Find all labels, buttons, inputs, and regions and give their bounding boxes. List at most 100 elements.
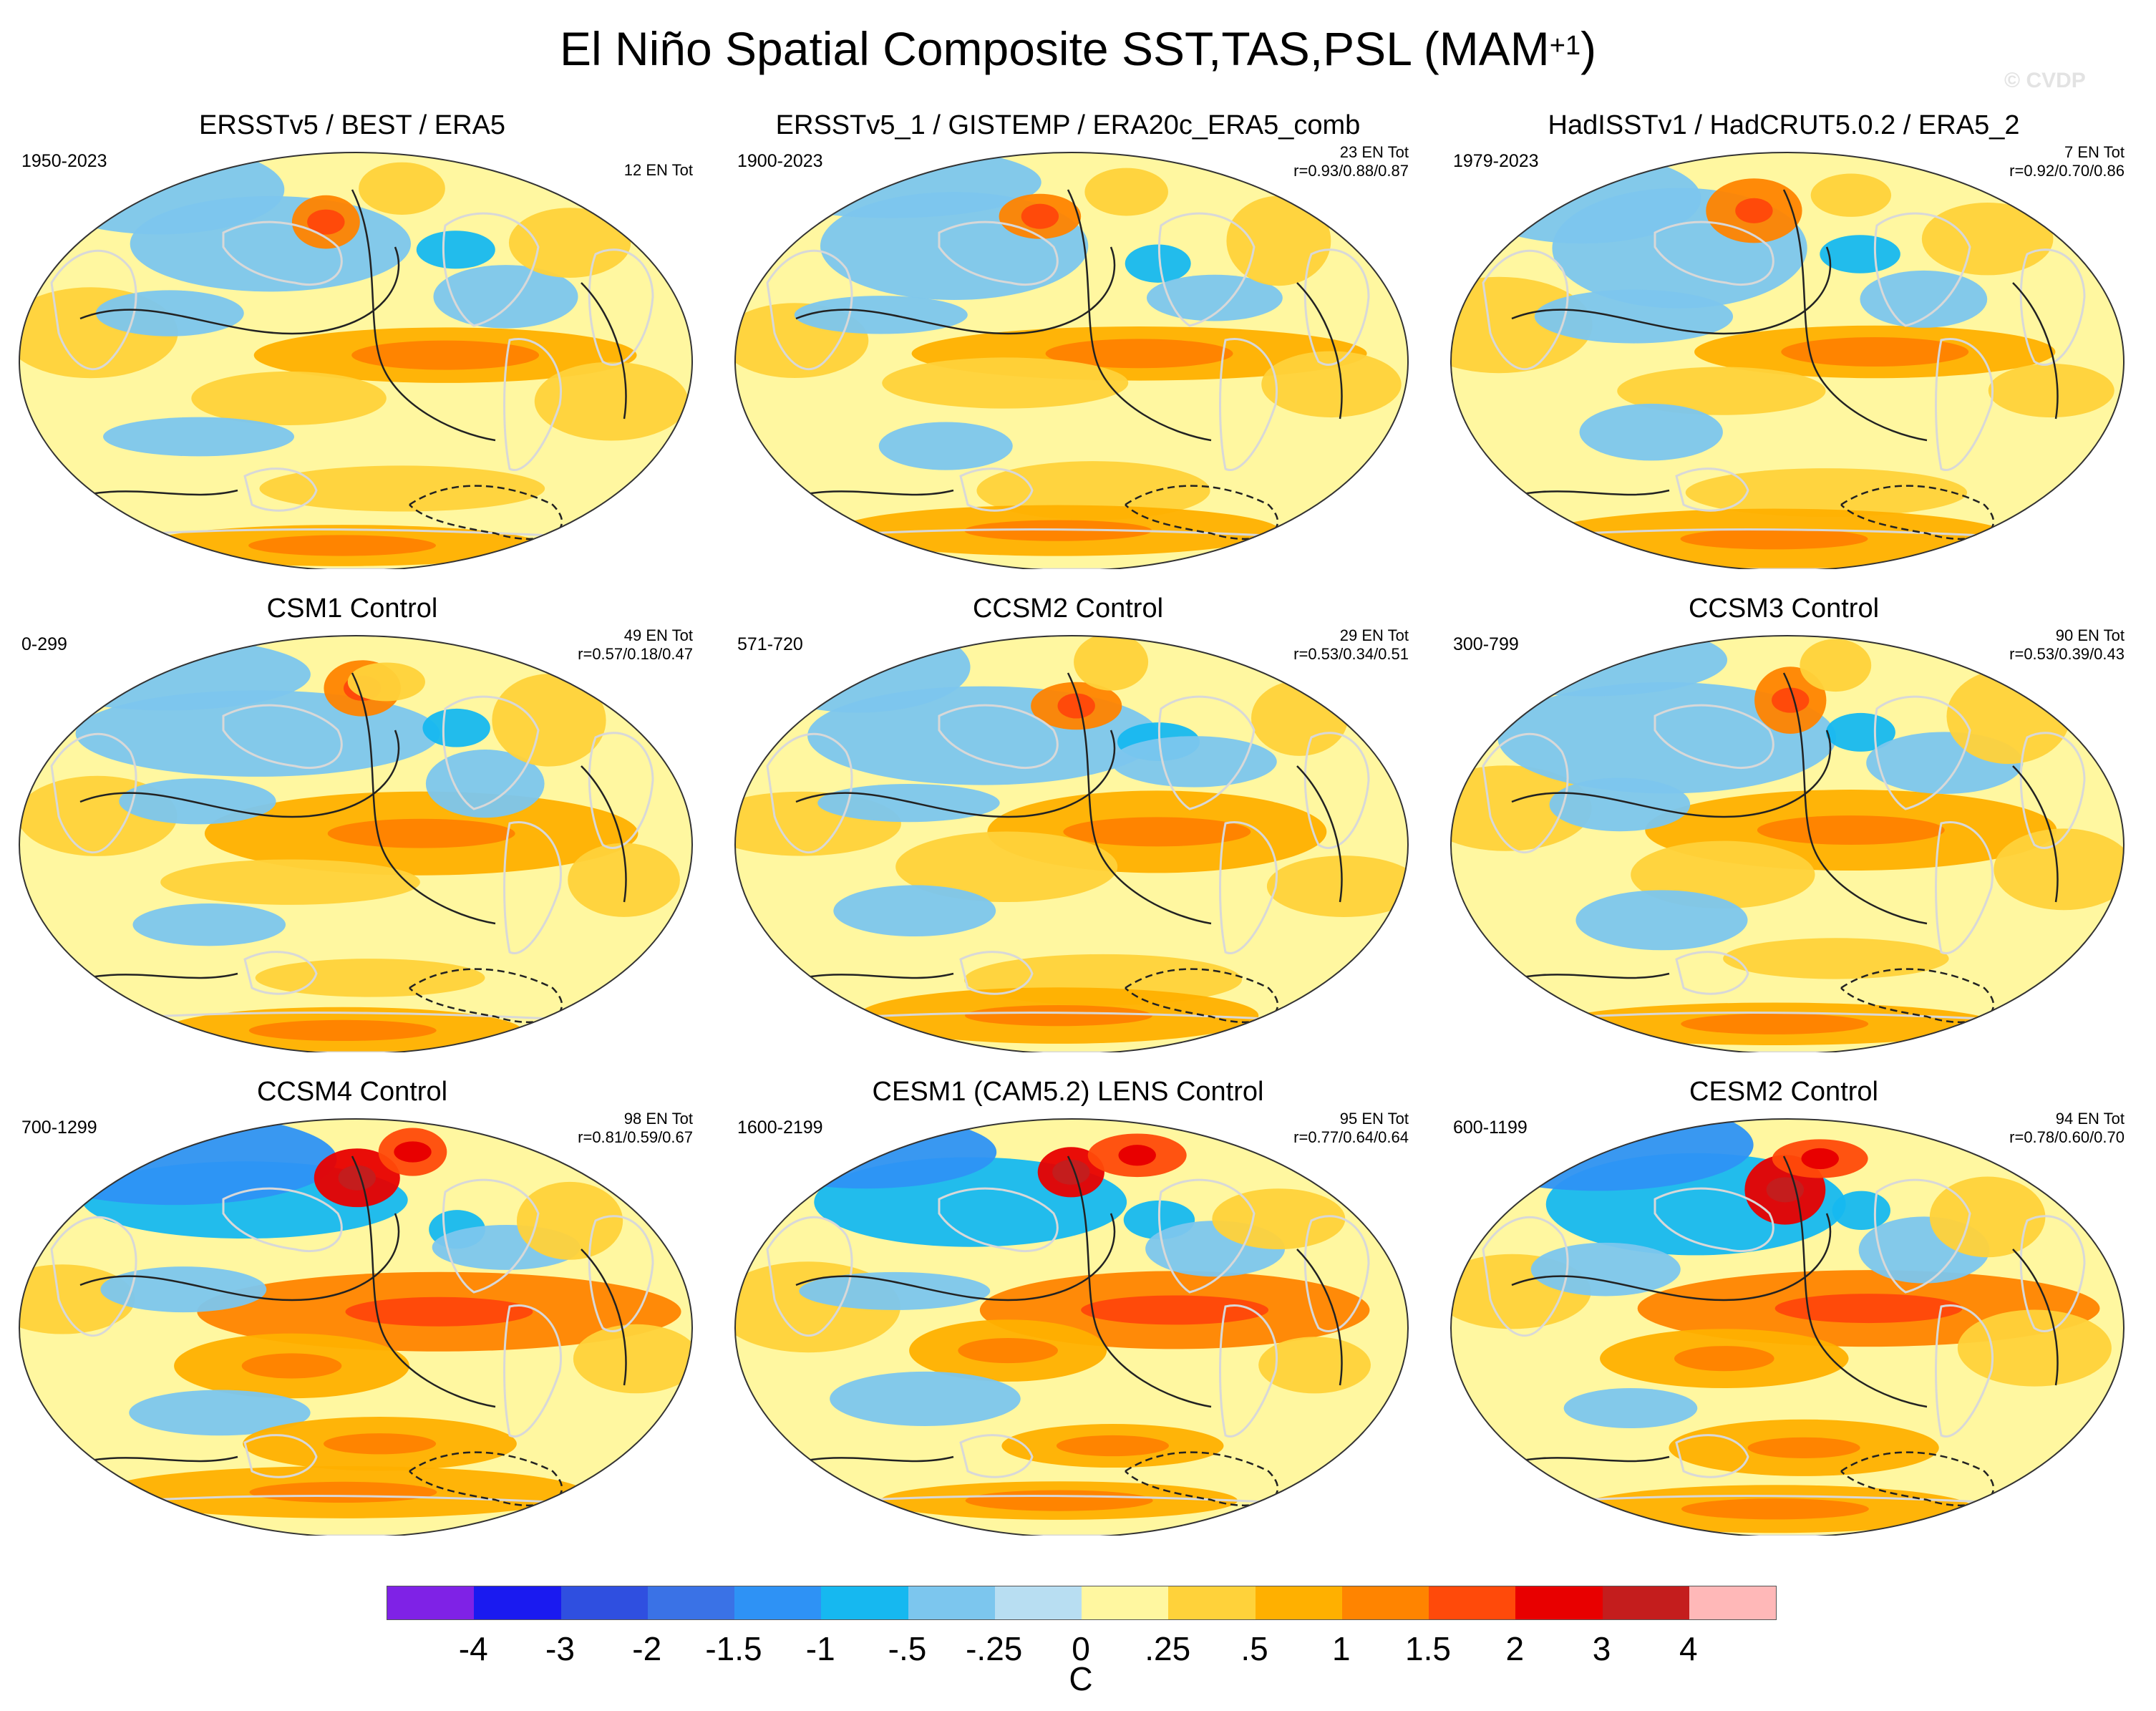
colorbar-swatch: [1602, 1586, 1689, 1619]
anomaly-core: [1681, 1498, 1869, 1520]
anomaly-core: [1063, 817, 1251, 847]
anomaly-region: [1549, 777, 1691, 832]
colorbar-swatch: [1689, 1586, 1776, 1619]
colorbar-swatch: [1168, 1586, 1256, 1619]
psl-contour: [2012, 1249, 2059, 1386]
anomaly-core: [1801, 1148, 1839, 1170]
panel-title: ERSSTv5 / BEST / ERA5: [198, 110, 505, 140]
anomaly-region: [1563, 1387, 1698, 1428]
anomaly-core: [1056, 1435, 1169, 1457]
anomaly-region: [425, 750, 545, 818]
anomaly-region: [422, 708, 490, 747]
robinson-map: [734, 1118, 1409, 1536]
anomaly-core: [323, 1433, 437, 1455]
coastline: [50, 1216, 137, 1337]
psl-contour: [351, 1155, 496, 1408]
coastline: [243, 1434, 318, 1478]
anomaly-core: [248, 535, 436, 556]
psl-contour: [581, 765, 627, 903]
coastline: [1157, 1178, 1256, 1294]
anomaly-region: [1957, 1309, 2112, 1387]
coastline: [503, 1304, 562, 1438]
anomaly-region: [119, 778, 276, 825]
panel-stats: 94 EN Tot r=0.78/0.60/0.70: [2009, 1110, 2125, 1147]
anomaly-core: [345, 1296, 533, 1327]
robinson-map: [734, 152, 1409, 569]
psl-contour: [1511, 1213, 1832, 1302]
anomaly-core: [1757, 815, 1945, 845]
coastline: [938, 220, 1059, 286]
anomaly-region: [568, 843, 680, 917]
psl-contour: [581, 1249, 627, 1386]
colorbar-swatch: [647, 1586, 734, 1619]
psl-contour: [1067, 1155, 1212, 1408]
coastline: [1219, 821, 1278, 954]
watermark: © CVDP: [2004, 69, 2086, 92]
anomaly-region: [508, 208, 631, 278]
coastline: [588, 1215, 654, 1332]
coastline: [442, 1178, 540, 1294]
anomaly-core: [1735, 198, 1773, 223]
anomaly-region: [1258, 1337, 1371, 1394]
panel-title: CESM2 Control: [1689, 1077, 1878, 1107]
psl-contour: [795, 246, 1116, 335]
psl-contour: [2012, 282, 2059, 420]
coastline: [2019, 1215, 2086, 1332]
map-panel-7: CCSM4 Control 700-1299 98 EN Tot r=0.81/0.5…: [9, 1070, 703, 1536]
coastline: [1873, 1178, 1971, 1294]
colorbar-tick-label: -4: [458, 1630, 488, 1667]
psl-contour: [409, 1451, 563, 1507]
anomaly-core: [1674, 1346, 1774, 1372]
anomaly-region: [1125, 244, 1191, 283]
map-border: [1450, 635, 2125, 1052]
colorbar-swatch: [1082, 1586, 1169, 1619]
map-panel-5: CCSM2 Control 571-720 29 EN Tot r=0.53/0.34…: [724, 587, 1419, 1052]
coastline: [1303, 1215, 1370, 1332]
coastline: [766, 249, 853, 371]
anomaly-region: [191, 371, 387, 426]
coastline: [1873, 212, 1971, 327]
coastline: [1654, 704, 1774, 770]
psl-contour: [1125, 968, 1279, 1024]
panel-stats: 95 EN Tot r=0.77/0.64/0.64: [1293, 1110, 1409, 1147]
anomaly-region: [1575, 890, 1748, 951]
psl-contour: [1782, 189, 1928, 442]
panel-period: 700-1299: [21, 1118, 97, 1138]
anomaly-region: [492, 674, 606, 767]
panel-title: CCSM3 Control: [1688, 593, 1880, 624]
panel-period: 1900-2023: [737, 151, 823, 171]
anomaly-region: [534, 362, 689, 441]
map-panel-1: ERSSTv5 / BEST / ERA5 1950-2023 12 EN Tot: [9, 104, 703, 569]
colorbar-tick-label: -1.5: [705, 1630, 762, 1667]
event-count: 90 EN Tot: [2055, 626, 2125, 644]
psl-contour: [1296, 765, 1343, 903]
colorbar-tick-label: 1.5: [1405, 1630, 1451, 1667]
colorbar-unit: C: [1069, 1660, 1093, 1697]
event-count: 29 EN Tot: [1339, 626, 1409, 644]
anomaly-region: [1994, 828, 2124, 911]
anomaly-region: [259, 465, 545, 512]
panel-title: CSM1 Control: [266, 593, 438, 624]
coastline: [1654, 220, 1774, 286]
colorbar-tick-label: -1: [805, 1630, 835, 1667]
robinson-map: [1450, 1118, 2125, 1536]
colorbar-tick-label: .25: [1145, 1630, 1191, 1667]
psl-contour: [351, 189, 496, 442]
robinson-map: [19, 1118, 693, 1536]
anomaly-region: [1988, 363, 2114, 418]
colorbar-tick-label: -.5: [888, 1630, 927, 1667]
anomaly-region: [100, 1266, 267, 1313]
psl-contour: [1125, 485, 1279, 541]
anomaly-core: [1774, 1294, 1963, 1324]
panel-stats: 98 EN Tot r=0.81/0.59/0.67: [578, 1110, 693, 1147]
panel-title: CCSM2 Control: [972, 593, 1164, 624]
anomaly-region: [1530, 1242, 1681, 1296]
panel-stats: 7 EN Tot r=0.92/0.70/0.86: [2009, 143, 2125, 180]
map-panel-2: ERSSTv5_1 / GISTEMP / ERA20c_ERA5_comb 19…: [724, 104, 1419, 569]
event-count: 12 EN Tot: [623, 161, 693, 179]
coastline: [938, 704, 1059, 770]
anomaly-region: [1685, 468, 1968, 517]
anomaly-region: [1810, 173, 1892, 217]
coastline: [766, 732, 853, 854]
coastline: [243, 951, 318, 995]
